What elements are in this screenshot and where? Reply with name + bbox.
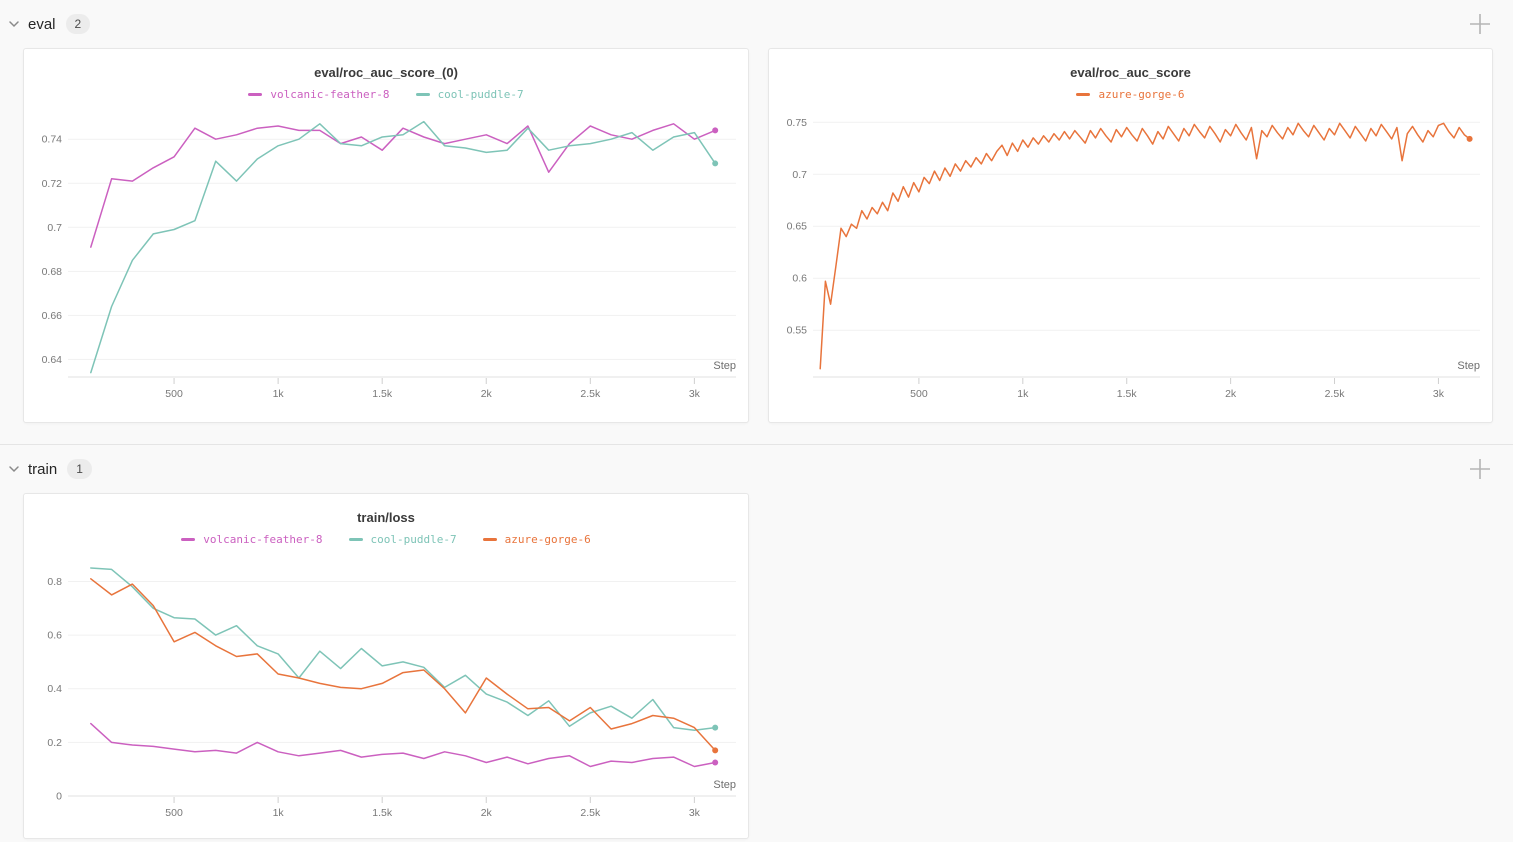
x-tick-label: 500 [165,388,183,400]
x-tick-label: 1.5k [372,388,393,400]
y-tick-label: 0.65 [787,220,808,232]
y-tick-label: 0.8 [47,576,62,588]
series-line-cool-puddle-7 [90,566,716,731]
x-tick-label: 3k [1433,388,1445,400]
y-tick-label: 0.6 [792,272,807,284]
series-line-volcanic-feather-8 [90,122,716,248]
legend-label: azure-gorge-6 [1098,88,1185,102]
panel-count-badge: 1 [67,459,92,479]
section-header: train 1 [0,445,1513,493]
y-tick-label: 0.68 [42,265,63,277]
chart-legend: azure-gorge-6 [1076,87,1185,103]
x-tick-label: 1.5k [372,807,393,819]
chart-legend: volcanic-feather-8 cool-puddle-7 azure-gor… [181,532,591,548]
x-tick-label: 500 [165,807,183,819]
legend-item[interactable]: volcanic-feather-8 [181,533,323,547]
chart-panel-roc-auc-score[interactable]: eval/roc_auc_score azure-gorge-6 0.55 0.6… [768,48,1493,423]
x-tick-label: 2k [481,388,493,400]
x-tick-label: 1.5k [1117,388,1138,400]
y-tick-label: 0.55 [787,324,808,336]
add-panel-button[interactable] [1465,454,1495,484]
legend-item[interactable]: azure-gorge-6 [1076,88,1185,102]
line-chart[interactable]: 0.64 0.66 0.68 0.7 0.72 0.74 500 1k 1.5k 2k 2.5k 3k… [24,107,748,415]
x-axis-title: Step [1457,360,1480,372]
series-line-azure-gorge-6 [819,122,1471,370]
add-panel-button[interactable] [1465,9,1495,39]
x-axis-title: Step [713,360,736,372]
y-tick-label: 0.72 [42,177,63,189]
legend-swatch-icon [248,93,263,97]
y-tick-label: 0.2 [47,736,62,748]
series-end-dot-cool-puddle-7 [712,160,719,167]
legend-label: cool-puddle-7 [370,533,457,547]
legend-item[interactable]: azure-gorge-6 [482,533,591,547]
x-tick-label: 2k [1225,388,1237,400]
line-chart[interactable]: 0.55 0.6 0.65 0.7 0.75 500 1k 1.5k 2k 2.5k 3k Step [769,107,1492,415]
series-end-dot-volcanic-feather-8 [712,759,719,766]
plus-icon [1470,14,1490,34]
legend-label: volcanic-feather-8 [203,533,323,547]
section-train: train 1 train/loss volcanic-feather-8 coo… [0,444,1513,839]
chart-panel-roc-auc-score-0[interactable]: eval/roc_auc_score_(0) volcanic-feather-… [23,48,749,423]
x-tick-label: 2.5k [580,388,601,400]
series-end-dot-azure-gorge-6 [712,747,719,754]
panel-count-badge: 2 [65,14,91,34]
y-tick-label: 0.75 [787,116,808,128]
section-eval: eval 2 eval/roc_auc_score_(0) volcanic-f… [0,0,1513,423]
x-tick-label: 3k [689,807,701,819]
legend-item[interactable]: cool-puddle-7 [415,88,524,102]
section-title[interactable]: train [28,460,58,478]
y-tick-label: 0.7 [792,168,807,180]
x-tick-label: 2.5k [1325,388,1346,400]
legend-item[interactable]: cool-puddle-7 [348,533,457,547]
x-axis-title: Step [713,779,736,791]
y-tick-label: 0.64 [42,353,63,365]
chart-panel-train-loss[interactable]: train/loss volcanic-feather-8 cool-puddle… [23,493,749,839]
y-tick-label: 0 [56,790,62,802]
x-tick-label: 1k [273,388,285,400]
chart-legend: volcanic-feather-8 cool-puddle-7 [248,87,524,103]
legend-swatch-icon [482,538,497,542]
y-tick-label: 0.7 [47,221,62,233]
x-tick-label: 500 [910,388,928,400]
legend-swatch-icon [1076,93,1091,97]
legend-swatch-icon [415,93,430,97]
chevron-down-icon[interactable] [7,17,21,31]
series-line-cool-puddle-7 [90,120,716,373]
series-end-dot-cool-puddle-7 [712,724,719,731]
legend-label: cool-puddle-7 [437,88,524,102]
series-line-volcanic-feather-8 [90,722,716,767]
chevron-down-icon[interactable] [7,462,21,476]
plus-icon [1470,459,1490,479]
chart-title: train/loss [357,510,415,525]
legend-swatch-icon [348,538,363,542]
legend-item[interactable]: volcanic-feather-8 [248,88,390,102]
y-tick-label: 0.4 [47,683,62,695]
x-tick-label: 1k [273,807,285,819]
section-header: eval 2 [0,0,1513,48]
legend-swatch-icon [181,538,196,542]
gridlines [68,580,736,743]
series-end-dot-volcanic-feather-8 [712,127,719,134]
x-tick-label: 3k [689,388,701,400]
legend-label: volcanic-feather-8 [270,88,390,102]
gridlines [813,121,1480,331]
line-chart[interactable]: 0 0.2 0.4 0.6 0.8 500 1k 1.5k 2k 2.5k 3k Step [24,552,748,834]
legend-label: azure-gorge-6 [504,533,591,547]
y-tick-label: 0.6 [47,629,62,641]
x-tick-label: 1k [1017,388,1029,400]
y-tick-label: 0.74 [42,133,63,145]
x-tick-label: 2k [481,807,493,819]
chart-title: eval/roc_auc_score [1070,65,1191,80]
eval-panels-row: eval/roc_auc_score_(0) volcanic-feather-… [0,48,1513,423]
series-end-dot-azure-gorge-6 [1466,135,1473,142]
y-tick-label: 0.66 [42,309,63,321]
series-line-azure-gorge-6 [90,577,716,751]
gridlines [68,138,736,360]
chart-title: eval/roc_auc_score_(0) [314,65,458,80]
x-tick-label: 2.5k [580,807,601,819]
train-panels-row: train/loss volcanic-feather-8 cool-puddle… [0,493,1513,839]
section-title[interactable]: eval [28,15,56,33]
